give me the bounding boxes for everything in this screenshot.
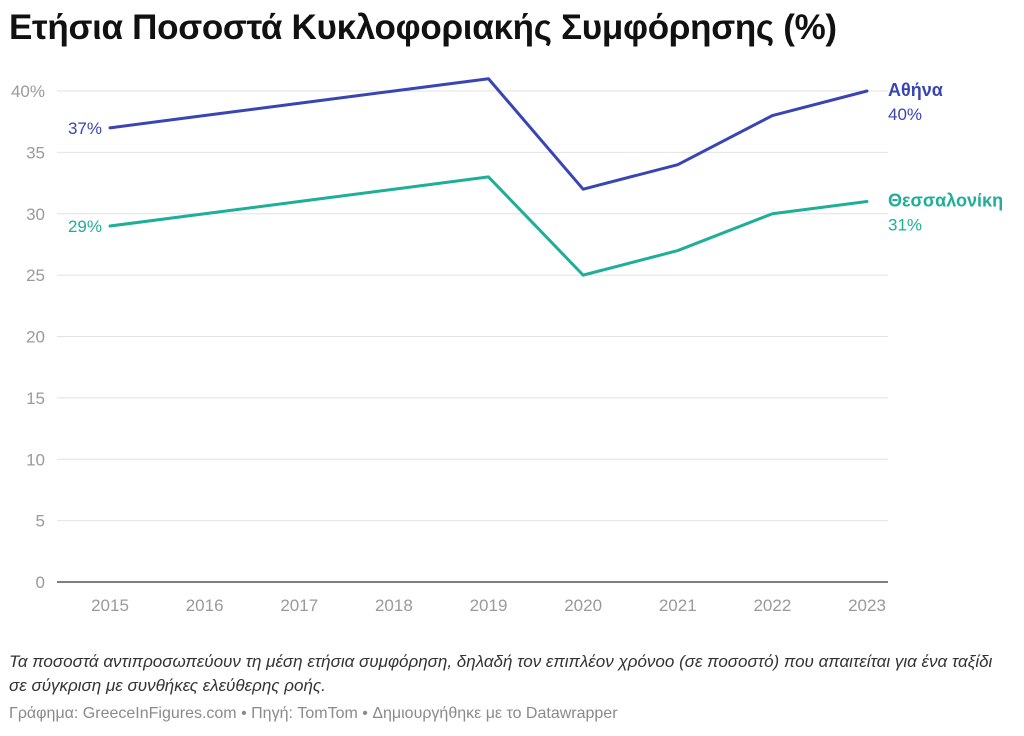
- end-value-label: 31%: [888, 215, 922, 234]
- series-name-label: Αθήνα: [888, 80, 943, 100]
- y-tick-label: 10: [26, 450, 45, 469]
- series-lines: [108, 77, 869, 277]
- chart-notes: Τα ποσοστά αντιπροσωπεύουν τη μέση ετήσι…: [9, 652, 993, 695]
- y-tick-label: 40%: [11, 82, 45, 101]
- x-axis-ticks: 2015 2016 2017 2018 2019 2020 2021 2022 2023: [91, 596, 886, 615]
- y-tick-label: 25: [26, 266, 45, 285]
- chart-source: Γράφημα: GreeceInFigures.com • Πηγή: Tom…: [9, 705, 618, 722]
- x-tick-label: 2017: [280, 596, 318, 615]
- end-value-label: 40%: [888, 105, 922, 124]
- x-tick-label: 2023: [848, 596, 886, 615]
- chart-title: Ετήσια Ποσοστά Κυκλοφοριακής Συμφόρησης …: [9, 8, 837, 47]
- y-axis-ticks: 0 5 10 15 20 25 30 35 40%: [11, 82, 45, 592]
- x-tick-label: 2018: [375, 596, 413, 615]
- y-tick-label: 5: [36, 512, 45, 531]
- gridlines: [57, 90, 888, 583]
- x-tick-label: 2016: [186, 596, 224, 615]
- y-tick-label: 20: [26, 328, 45, 347]
- x-tick-label: 2020: [564, 596, 602, 615]
- y-tick-label: 0: [36, 573, 45, 592]
- series-name-label: Θεσσαλονίκη: [888, 190, 1003, 210]
- x-tick-label: 2022: [753, 596, 791, 615]
- series-labels: 37% Αθήνα 40% 29% Θεσσαλονίκη 31%: [68, 80, 1003, 236]
- y-tick-label: 15: [26, 389, 45, 408]
- x-tick-label: 2019: [470, 596, 508, 615]
- start-value-label: 29%: [68, 217, 102, 236]
- y-tick-label: 35: [26, 143, 45, 162]
- y-tick-label: 30: [26, 205, 45, 224]
- start-value-label: 37%: [68, 119, 102, 138]
- x-tick-label: 2015: [91, 596, 129, 615]
- series-line: [108, 175, 869, 277]
- x-tick-label: 2021: [659, 596, 697, 615]
- series-line: [108, 77, 869, 191]
